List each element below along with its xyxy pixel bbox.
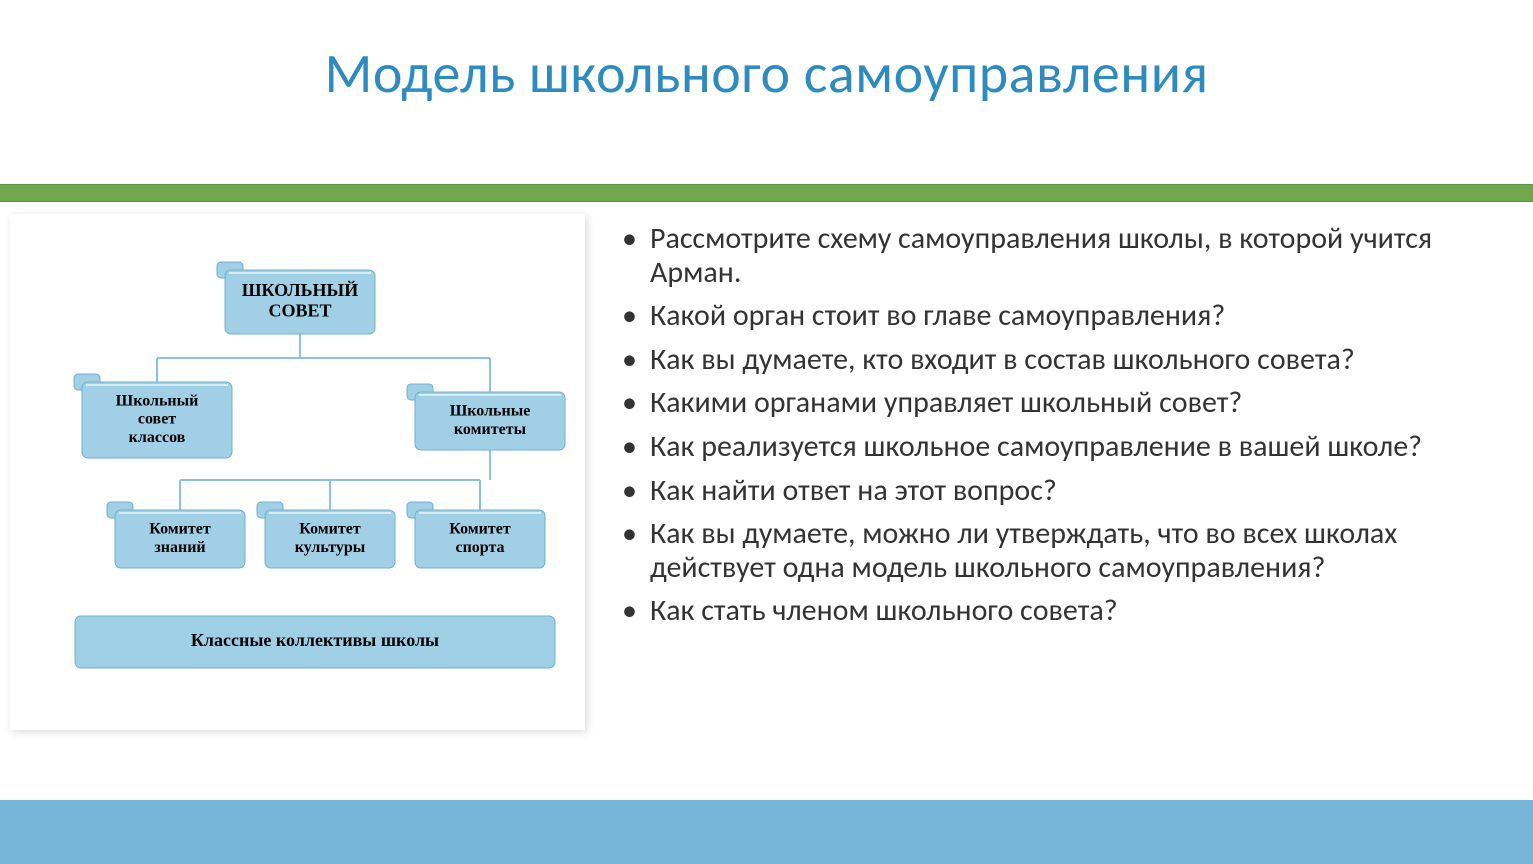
svg-text:ШКОЛЬНЫЙ: ШКОЛЬНЫЙ	[242, 279, 358, 300]
question-item: Как реализуется школьное самоуправление …	[610, 430, 1515, 464]
svg-text:знаний: знаний	[154, 539, 205, 556]
svg-text:комитеты: комитеты	[454, 421, 527, 438]
svg-text:СОВЕТ: СОВЕТ	[268, 300, 331, 320]
question-item: Какой орган стоит во главе самоуправлени…	[610, 299, 1515, 333]
diagram-nodes: ШКОЛЬНЫЙСОВЕТШкольныйсоветклассовШкольны…	[74, 262, 565, 668]
svg-text:Школьный: Школьный	[116, 392, 199, 409]
node-c2: Комитет культуры	[257, 502, 395, 568]
question-item: Как вы думаете, кто входит в состав школ…	[610, 343, 1515, 377]
org-chart-svg: ШКОЛЬНЫЙСОВЕТШкольныйсоветклассовШкольны…	[10, 214, 585, 730]
svg-text:Классные коллективы школы: Классные коллективы школы	[191, 630, 439, 650]
slide-title: Модель школьного самоуправления	[0, 40, 1533, 108]
question-item: Какими органами управляет школьный совет…	[610, 386, 1515, 420]
question-item: Как вы думаете, можно ли утверждать, что…	[610, 517, 1515, 584]
divider-bar-green	[0, 184, 1533, 202]
node-c1: Комитет знаний	[107, 502, 245, 568]
node-c3: Комитет спорта	[407, 502, 545, 568]
node-bottom: Классные коллективы школы	[75, 616, 555, 668]
svg-text:Комитет: Комитет	[449, 520, 511, 537]
footer-bar-blue	[0, 800, 1533, 864]
node-left: Школьный советклассов	[74, 374, 232, 458]
svg-text:классов: классов	[129, 429, 186, 446]
question-item: Рассмотрите схему самоуправления школы, …	[610, 222, 1515, 289]
diagram-pane: ШКОЛЬНЫЙСОВЕТШкольныйсоветклассовШкольны…	[10, 214, 585, 730]
node-root: ШКОЛЬНЫЙСОВЕТ	[217, 262, 375, 334]
question-item: Как найти ответ на этот вопрос?	[610, 474, 1515, 508]
question-list: Рассмотрите схему самоуправления школы, …	[610, 222, 1515, 638]
svg-text:Комитет: Комитет	[149, 520, 211, 537]
node-right: Школьные комитеты	[407, 384, 565, 450]
svg-text:культуры: культуры	[295, 539, 366, 556]
slide: Модель школьного самоуправления ШКОЛЬНЫЙ…	[0, 0, 1533, 864]
svg-text:совет: совет	[138, 411, 176, 428]
svg-text:Школьные: Школьные	[450, 402, 531, 419]
svg-text:Комитет: Комитет	[299, 520, 361, 537]
svg-text:спорта: спорта	[455, 539, 504, 556]
question-item: Как стать членом школьного совета?	[610, 594, 1515, 628]
